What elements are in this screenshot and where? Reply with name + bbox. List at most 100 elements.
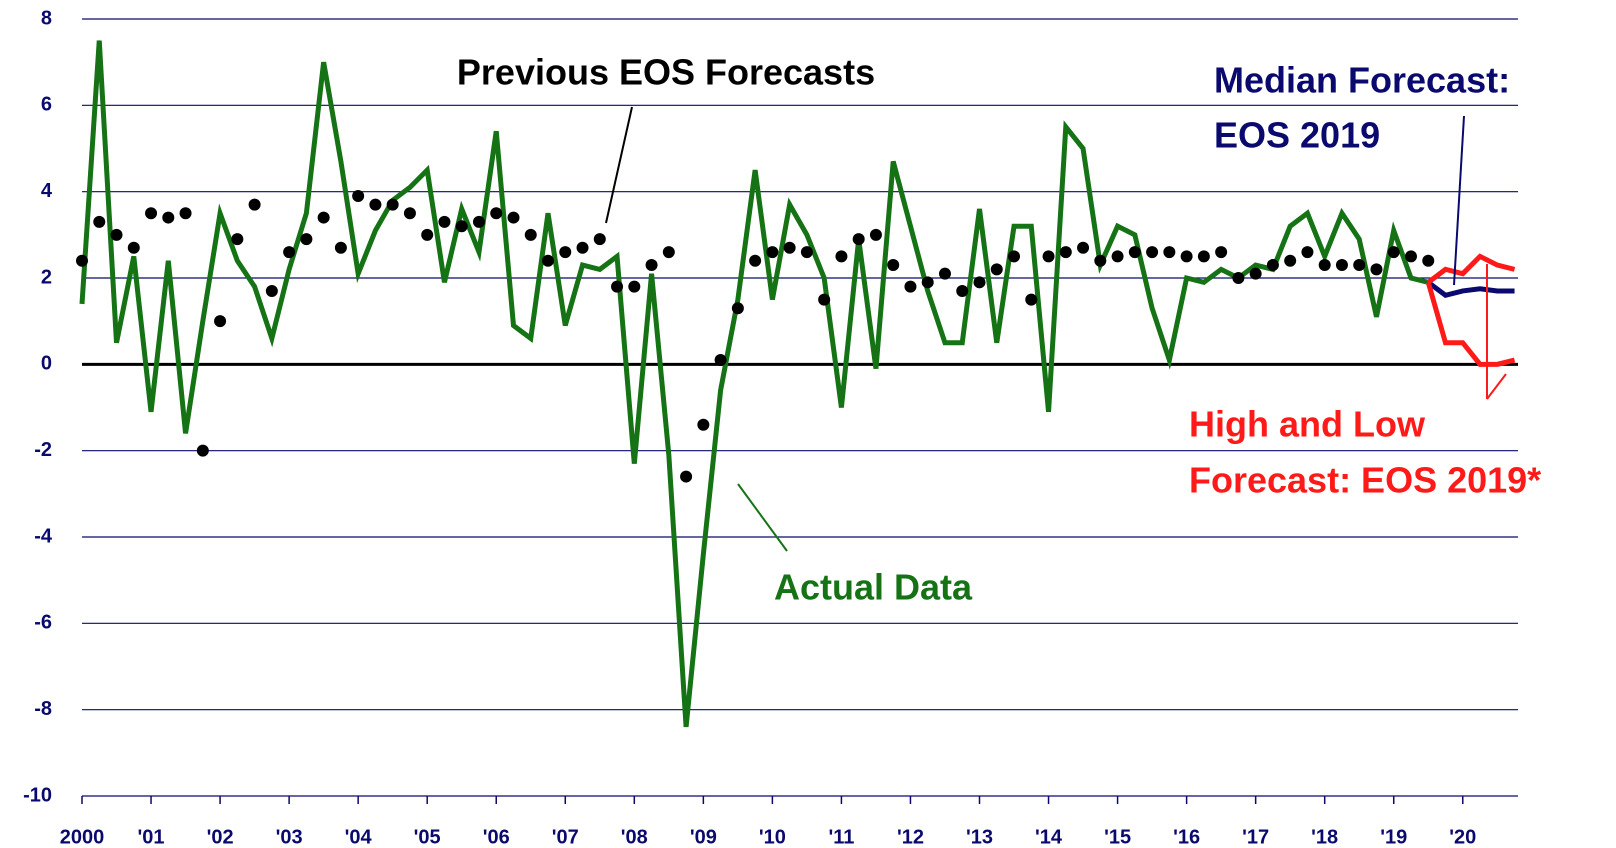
x-tick-label: '04 bbox=[345, 826, 373, 848]
leader-line bbox=[1486, 373, 1507, 400]
forecast-dot bbox=[110, 228, 123, 241]
forecast-dot bbox=[386, 198, 399, 211]
x-tick-label: '17 bbox=[1242, 826, 1269, 848]
forecast-dot bbox=[214, 315, 227, 328]
forecast-dot bbox=[1111, 250, 1124, 263]
x-tick-label: '14 bbox=[1035, 826, 1063, 848]
forecast-dot bbox=[1180, 250, 1193, 263]
series-label: Forecast: EOS 2019* bbox=[1189, 460, 1541, 501]
forecast-dot bbox=[956, 284, 969, 297]
x-tick-label: '01 bbox=[138, 826, 165, 848]
forecast-dot bbox=[1197, 250, 1210, 263]
y-tick-label: 4 bbox=[41, 180, 53, 202]
forecast-dot bbox=[1249, 267, 1262, 280]
forecast-dot bbox=[973, 276, 986, 289]
x-tick-label: '06 bbox=[483, 826, 510, 848]
x-tick-label: '12 bbox=[897, 826, 924, 848]
forecast-dot bbox=[611, 280, 624, 293]
forecast-dot bbox=[93, 215, 106, 228]
forecast-dot bbox=[1335, 259, 1348, 272]
marks bbox=[76, 40, 1516, 728]
y-tick-label: 6 bbox=[41, 94, 52, 116]
forecast-dot bbox=[1353, 259, 1366, 272]
y-tick-label: -8 bbox=[34, 698, 52, 720]
y-tick-label: -2 bbox=[34, 439, 52, 461]
forecast-dot bbox=[818, 293, 831, 306]
x-tick-label: '20 bbox=[1449, 826, 1476, 848]
x-tick-label: '19 bbox=[1380, 826, 1407, 848]
series-label: High and Low bbox=[1189, 404, 1426, 445]
forecast-dot bbox=[265, 284, 278, 297]
forecast-dot bbox=[317, 211, 330, 224]
y-tick-label: -6 bbox=[34, 612, 52, 634]
x-tick-label: 2000 bbox=[60, 826, 105, 848]
forecast-dot bbox=[231, 233, 244, 246]
y-tick-label: -4 bbox=[34, 525, 53, 547]
forecast-dot bbox=[352, 189, 365, 202]
forecast-dot bbox=[248, 198, 261, 211]
forecast-dot bbox=[593, 233, 606, 246]
x-tick-label: '02 bbox=[207, 826, 234, 848]
grid: 8 6 4 2 0 -2 -4 -6 -8 -10 2000 '01 '02 '03 '04 '05 '06 '0… bbox=[23, 7, 1518, 848]
x-tick-label: '03 bbox=[276, 826, 303, 848]
forecast-dot bbox=[904, 280, 917, 293]
forecast-dot bbox=[1077, 241, 1090, 254]
forecast-dot bbox=[662, 246, 675, 259]
forecast-dot bbox=[196, 444, 209, 457]
x-tick-label: '09 bbox=[690, 826, 717, 848]
y-tick-label: 0 bbox=[41, 353, 52, 375]
y-tick-label: -10 bbox=[23, 784, 52, 806]
forecast-dot bbox=[1387, 246, 1400, 259]
forecast-dot bbox=[576, 241, 589, 254]
series-line bbox=[79, 40, 1429, 728]
forecast-dot bbox=[542, 254, 555, 267]
forecast-dot bbox=[766, 246, 779, 259]
forecast-dot bbox=[421, 228, 434, 241]
forecast-dot bbox=[731, 302, 744, 315]
series-label: Actual Data bbox=[774, 567, 973, 608]
leader-line bbox=[737, 483, 788, 552]
series-label: Previous EOS Forecasts bbox=[457, 52, 875, 93]
forecast-dot bbox=[524, 228, 537, 241]
forecast-dot bbox=[1370, 263, 1383, 276]
forecast-dot bbox=[1042, 250, 1055, 263]
forecast-dot bbox=[1146, 246, 1159, 259]
forecast-dot bbox=[162, 211, 175, 224]
forecast-dot bbox=[472, 215, 485, 228]
forecast-dot bbox=[145, 207, 158, 220]
x-tick-label: '16 bbox=[1173, 826, 1200, 848]
forecast-dot bbox=[714, 354, 727, 367]
forecast-dot bbox=[938, 267, 951, 280]
x-tick-label: '11 bbox=[828, 826, 854, 848]
forecast-dot bbox=[1163, 246, 1176, 259]
forecast-dot bbox=[455, 220, 468, 233]
x-tick-label: '13 bbox=[966, 826, 993, 848]
forecast-dot bbox=[559, 246, 572, 259]
forecast-dot bbox=[403, 207, 416, 220]
forecast-dot bbox=[869, 228, 882, 241]
forecast-dot bbox=[127, 241, 140, 254]
forecast-dot bbox=[835, 250, 848, 263]
forecast-dot bbox=[697, 418, 710, 431]
forecast-dot bbox=[369, 198, 382, 211]
forecast-dot bbox=[1318, 259, 1331, 272]
forecast-dot bbox=[800, 246, 813, 259]
forecast-dot bbox=[1059, 246, 1072, 259]
y-tick-label: 2 bbox=[41, 266, 52, 288]
forecast-dot bbox=[1215, 246, 1228, 259]
forecast-dot bbox=[749, 254, 762, 267]
forecast-dot bbox=[179, 207, 192, 220]
forecast-dot bbox=[1301, 246, 1314, 259]
forecast-dot bbox=[887, 259, 900, 272]
forecast-dot bbox=[1008, 250, 1021, 263]
forecast-dot bbox=[1266, 259, 1279, 272]
forecast-dot bbox=[300, 233, 313, 246]
forecast-dot bbox=[1232, 272, 1245, 284]
forecast-dot bbox=[628, 280, 641, 293]
forecast-dot bbox=[438, 215, 451, 228]
forecast-dot bbox=[490, 207, 503, 220]
series-label: Median Forecast: bbox=[1214, 60, 1510, 101]
forecast-dot bbox=[76, 254, 88, 267]
